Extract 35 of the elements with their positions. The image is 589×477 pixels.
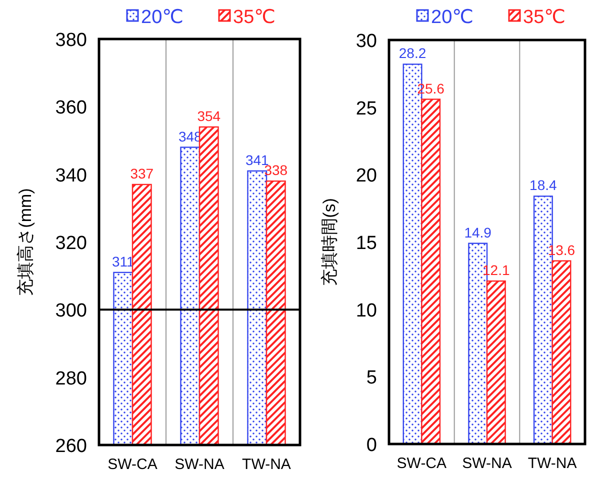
data-label: 311 — [112, 253, 134, 270]
y-axis-title: 充填高さ(mm) — [16, 188, 35, 296]
bar — [552, 260, 572, 445]
x-tick-label: SW-CA — [396, 455, 447, 472]
x-tick-label: TW-NA — [528, 455, 577, 472]
y-tick-label: 5 — [366, 368, 377, 389]
text: 20℃ — [141, 7, 184, 28]
data-label: 28.2 — [398, 45, 426, 62]
y-tick-label: 360 — [55, 98, 87, 119]
data-label: 354 — [197, 108, 221, 124]
y-tick-label: 25 — [356, 98, 377, 120]
text: 35℃ — [523, 7, 566, 28]
y-tick-label: 260 — [55, 436, 87, 457]
bar — [486, 280, 506, 445]
y-tick-label: 280 — [55, 368, 87, 390]
data-label: 14.9 — [464, 224, 492, 240]
x-tick-label: SW-NA — [462, 455, 512, 472]
y-tick-label: 320 — [55, 233, 87, 254]
y-tick-label: 0 — [366, 435, 377, 456]
series-label: 20℃ — [431, 7, 474, 28]
y-tick-label: 30 — [356, 31, 377, 52]
y-tick-label: 340 — [55, 165, 87, 186]
text: 35℃ — [233, 7, 276, 28]
x-tick-label: SW-CA — [108, 456, 158, 473]
y-axis-title: 充填時間(s) — [320, 198, 339, 286]
y-tick-label: 300 — [55, 300, 87, 322]
x-tick-label: SW-NA — [174, 456, 224, 473]
data-label: 337 — [130, 165, 154, 182]
x-tick-label: TW-NA — [242, 456, 291, 473]
y-tick-label: 10 — [356, 300, 377, 322]
y-tick-label: 15 — [356, 233, 377, 254]
y-tick-label: 20 — [356, 166, 377, 187]
data-label: 18.4 — [530, 177, 558, 194]
bar — [421, 98, 441, 445]
y-tick-label: 380 — [55, 30, 87, 51]
